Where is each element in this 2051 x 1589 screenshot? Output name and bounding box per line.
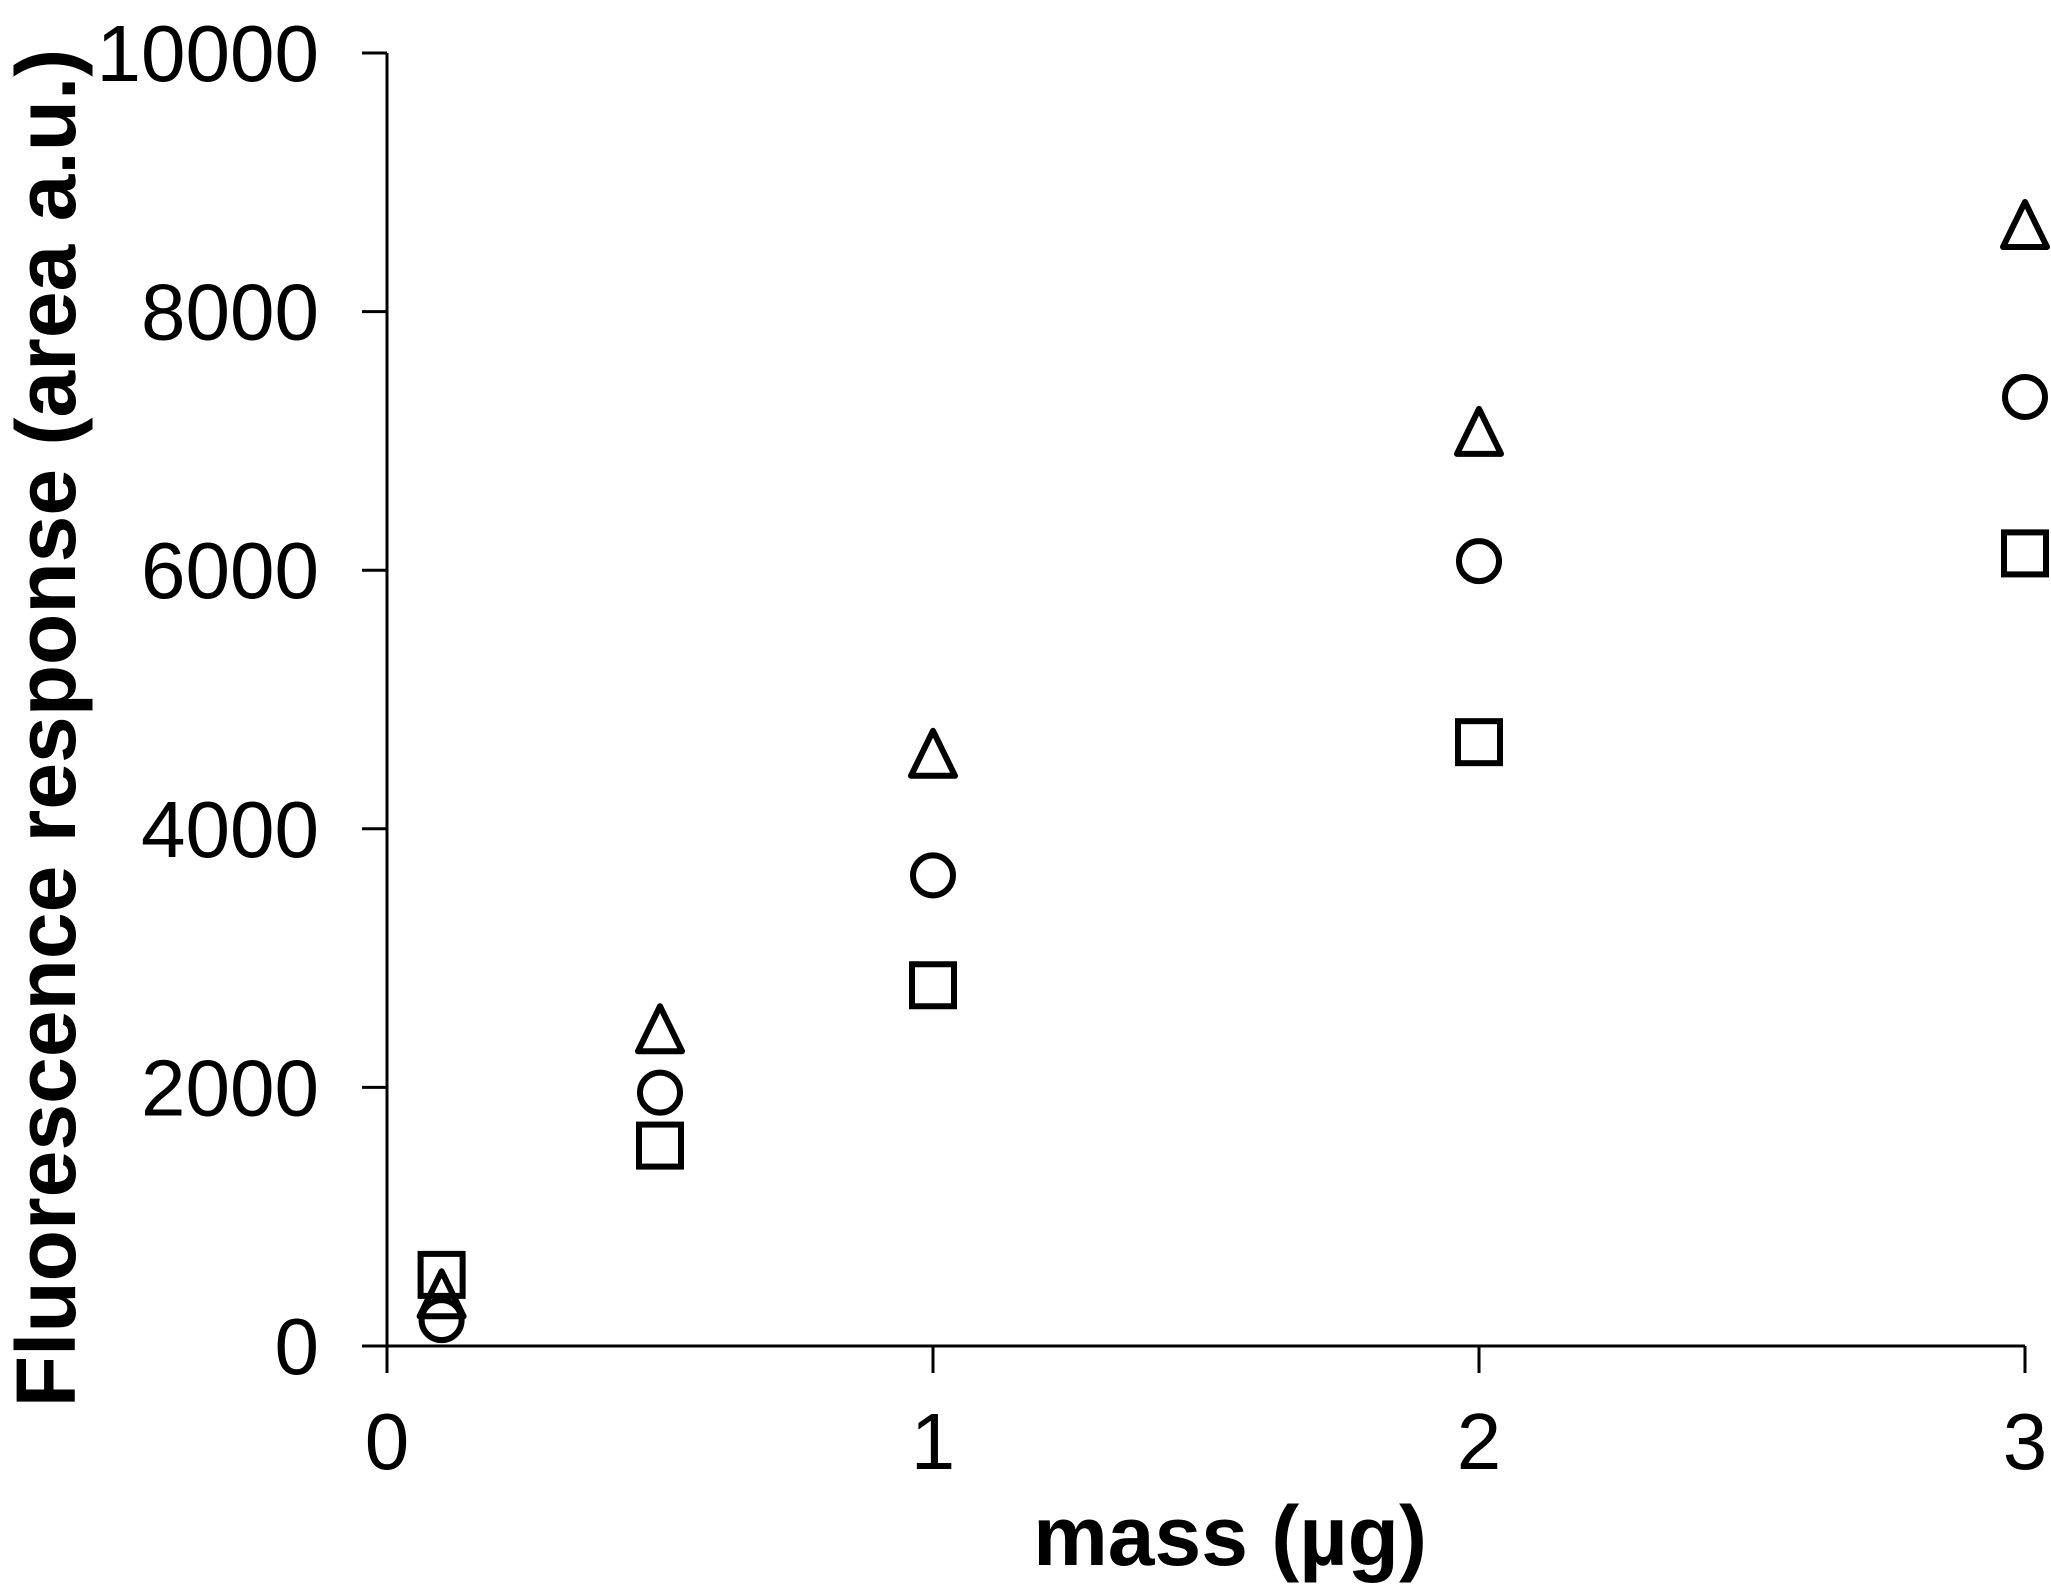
axes: 0 2000 4000 6000 8000 10000 0 1 2 3 [97,9,2048,1486]
circle-marker [1456,538,1502,585]
triangle-marker [908,727,958,779]
x-tick-label: 3 [2003,1397,2048,1486]
square-marker [636,1121,684,1170]
y-tick-label: 4000 [141,785,319,874]
y-tick-label: 0 [275,1302,320,1391]
circle-marker [418,1297,465,1344]
x-axis-title: mass (µg) [1033,1489,1427,1583]
circle-marker [637,1069,683,1116]
circle-marker [910,852,956,899]
triangle-marker [635,1003,685,1055]
y-tick-label: 8000 [141,268,319,357]
y-axis-title: Fluorescence response (area a.u.) [0,49,93,1408]
square-marker [417,1250,466,1299]
y-tick-label: 2000 [141,1043,319,1132]
y-tick-label: 6000 [141,526,319,615]
data-markers [416,198,2050,1344]
x-tick-label: 0 [365,1397,410,1486]
square-marker [2001,529,2049,578]
square-marker [1455,718,1503,767]
square-marker [909,961,957,1010]
circle-marker [2002,373,2048,420]
triangle-marker [2000,198,2050,250]
x-tick-label: 1 [911,1397,956,1486]
y-tick-label: 10000 [97,9,319,98]
x-tick-label: 2 [1457,1397,1502,1486]
triangle-marker [1454,405,1504,457]
